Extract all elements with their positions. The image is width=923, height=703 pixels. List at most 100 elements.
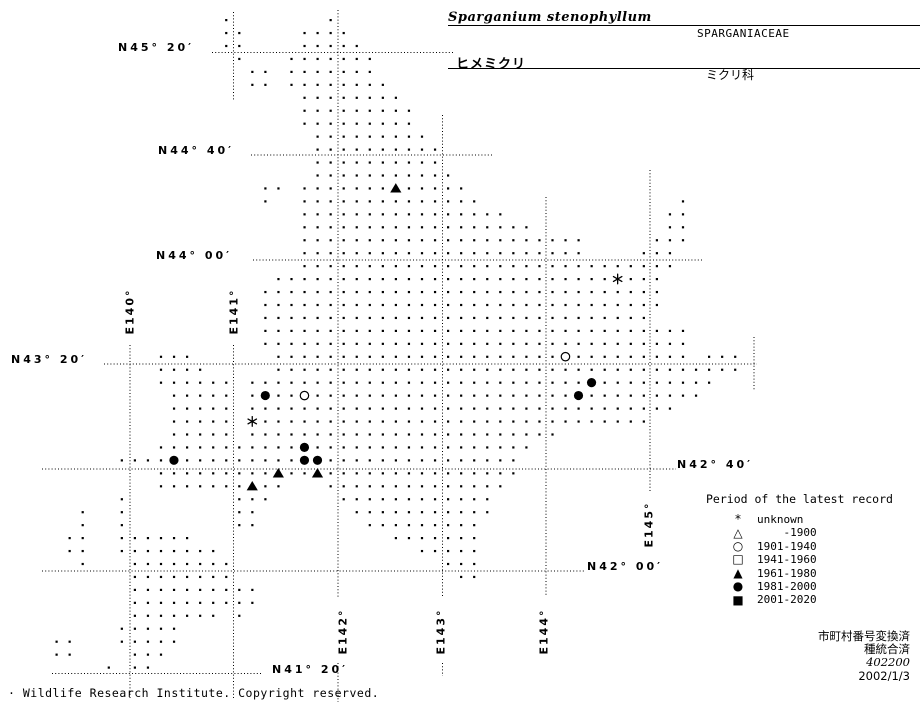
grid-cell-dot [342, 381, 345, 384]
grid-cell-dot [225, 588, 228, 591]
grid-cell-dot [486, 316, 489, 320]
latitude-label: N42° 00′ [587, 560, 664, 573]
grid-cell-dot [681, 355, 685, 358]
grid-cell-dot [81, 562, 84, 566]
grid-cell-dot [407, 511, 411, 514]
grid-cell-dot [368, 213, 371, 216]
grid-cell-dot [447, 226, 450, 229]
grid-cell-dot [264, 200, 267, 203]
grid-cell-dot [172, 446, 176, 449]
grid-cell-dot [512, 446, 515, 449]
grid-cell-dot [447, 342, 450, 345]
grid-cell-dot [186, 588, 189, 591]
grid-cell-dot [473, 265, 476, 268]
grid-cell-dot [525, 368, 528, 371]
grid-cell-dot [264, 433, 267, 436]
grid-cell-dot [681, 226, 685, 229]
grid-cell-dot [133, 627, 136, 630]
grid-cell-dot [642, 381, 645, 384]
grid-cell-dot [407, 498, 411, 501]
grid-cell-dot [342, 485, 345, 488]
grid-cell-dot [590, 342, 593, 345]
grid-cell-dot [381, 368, 384, 371]
grid-cell-dot [303, 122, 306, 125]
grid-cell-dot [420, 278, 424, 281]
grid-cell-dot [133, 614, 136, 617]
grid-cell-dot [120, 627, 123, 630]
grid-cell-dot [486, 485, 489, 488]
grid-cell-dot [342, 239, 345, 242]
grid-cell-dot [355, 265, 358, 268]
grid-cell-dot [381, 187, 384, 190]
grid-cell-dot [473, 537, 476, 540]
grid-cell-dot [186, 459, 189, 462]
grid-cell-dot [368, 433, 371, 436]
grid-cell-dot [238, 31, 241, 35]
note-species-merge: 種統合済 [864, 642, 910, 657]
grid-cell-dot [368, 109, 371, 112]
grid-cell-dot [486, 498, 489, 501]
grid-cell-dot [303, 187, 306, 190]
grid-cell-dot [447, 394, 450, 397]
grid-cell-dot [460, 329, 463, 332]
grid-cell-dot [107, 666, 110, 669]
grid-cell-dot [342, 187, 345, 190]
grid-cell-dot [564, 252, 567, 255]
grid-cell-dot [251, 459, 254, 462]
grid-cell-dot [290, 303, 293, 307]
japanese-title-underline [448, 68, 920, 69]
grid-cell-dot [394, 368, 397, 371]
grid-cell-dot [316, 122, 319, 125]
grid-cell-dot [342, 57, 345, 61]
grid-cell-dot [329, 329, 332, 332]
grid-cell-dot [616, 394, 619, 397]
grid-cell-dot [159, 588, 163, 591]
grid-cell-dot [525, 420, 528, 423]
grid-cell-dot [290, 278, 293, 281]
grid-cell-dot [668, 407, 672, 410]
grid-cell-dot [499, 381, 502, 384]
grid-cell-dot [146, 537, 150, 540]
grid-cell-dot [499, 329, 502, 332]
grid-cell-dot [277, 368, 280, 371]
grid-cell-dot [525, 252, 528, 255]
grid-cell-dot [159, 381, 163, 384]
latitude-label: N43° 20′ [11, 353, 88, 366]
grid-cell-dot [381, 200, 384, 203]
grid-cell-dot [486, 290, 489, 294]
grid-cell-dot [681, 368, 685, 371]
grid-cell-dot [277, 316, 280, 320]
grid-cell-dot [381, 498, 384, 501]
record-asterisk-icon [612, 273, 623, 285]
grid-cell-dot [342, 70, 345, 73]
grid-cell-dot [433, 485, 437, 488]
grid-cell-dot [694, 394, 698, 397]
grid-cell-dot [303, 316, 306, 320]
grid-cell-dot [394, 148, 397, 151]
grid-cell-dot [303, 109, 306, 112]
record-circle-filled-icon [299, 455, 310, 465]
grid-cell-dot [251, 394, 254, 397]
grid-cell-dot [355, 96, 358, 99]
grid-cell-dot [186, 420, 189, 423]
grid-cell-dot [342, 433, 345, 436]
grid-cell-dot [655, 290, 658, 294]
grid-cell-dot [525, 226, 528, 229]
grid-cell-dot [616, 355, 619, 358]
grid-cell-dot [512, 290, 515, 294]
grid-cell-dot [394, 446, 397, 449]
grid-cell-dot [394, 135, 397, 138]
grid-cell-dot [486, 433, 489, 436]
grid-cell-dot [381, 135, 384, 138]
grid-cell-dot [368, 524, 371, 527]
grid-cell-dot [681, 381, 685, 384]
grid-cell-dot [277, 303, 280, 307]
grid-cell-dot [186, 485, 189, 488]
grid-cell-dot [407, 265, 411, 268]
grid-cell-dot [368, 420, 371, 423]
grid-cell-dot [420, 252, 424, 255]
grid-cell-dot [394, 316, 397, 320]
legend-entry: △ -1900 [706, 526, 893, 540]
grid-cell-dot [199, 485, 202, 488]
grid-cell-dot [577, 420, 580, 423]
